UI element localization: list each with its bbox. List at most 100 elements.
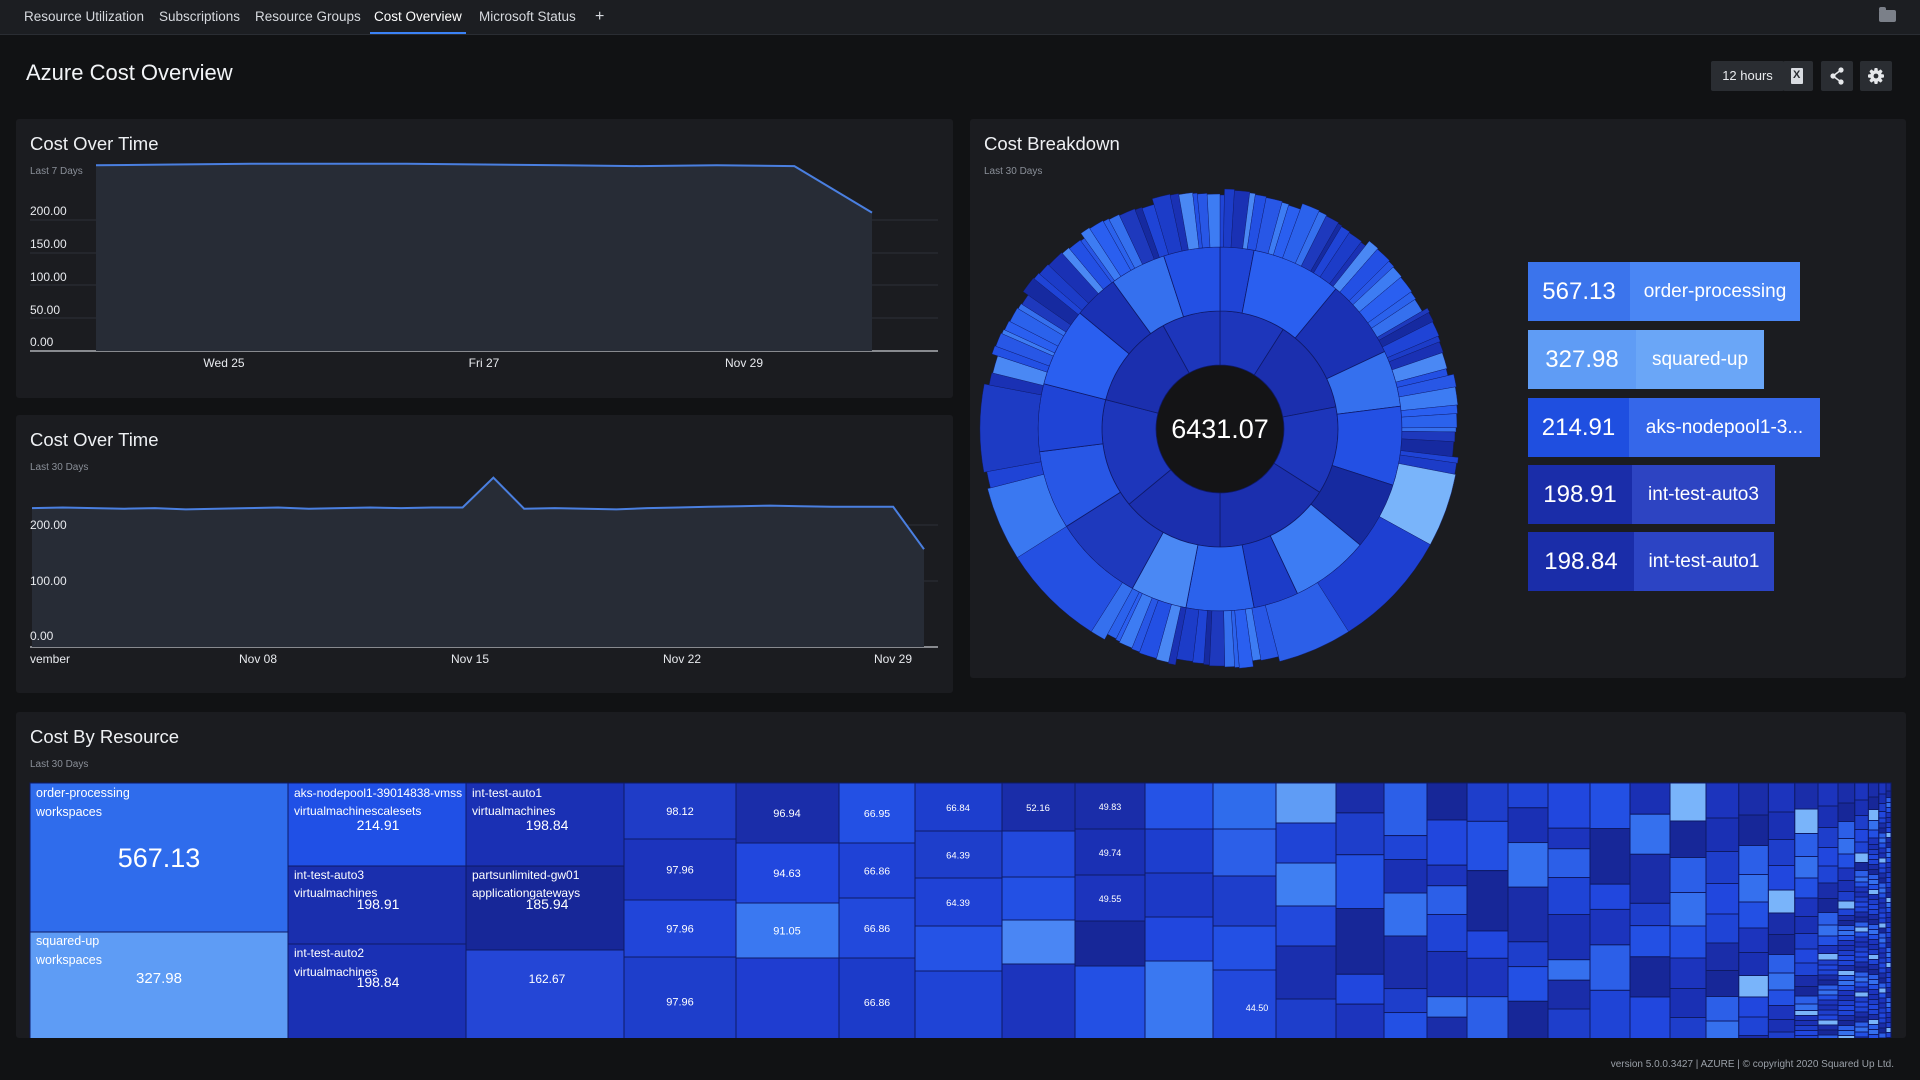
treemap-cell: [1854, 841, 1869, 854]
treemap-cell: [1878, 862, 1887, 869]
treemap-cell: [1507, 941, 1549, 968]
sunburst-segment: [1209, 610, 1225, 667]
treemap-cell: [1001, 830, 1076, 878]
treemap-cell: [1885, 907, 1892, 913]
treemap-cell: [838, 897, 916, 959]
tab-subscriptions[interactable]: Subscriptions: [159, 9, 241, 24]
settings-button[interactable]: [1860, 61, 1892, 91]
treemap-cell: [1705, 851, 1740, 884]
folder-icon[interactable]: [1879, 7, 1896, 22]
treemap-cell: [1854, 881, 1869, 888]
cost-over-time-30d-panel: Cost Over Time Last 30 Days 200.00 100.00…: [16, 415, 953, 693]
treemap-cell: [1507, 782, 1549, 809]
treemap-cell: [1867, 994, 1880, 1000]
treemap-cell: [1383, 892, 1428, 937]
treemap-cell: [1794, 808, 1819, 834]
legend-label: int-test-auto1: [1634, 532, 1774, 591]
treemap-cell: [1885, 817, 1892, 823]
treemap-cell: [1738, 975, 1769, 998]
treemap-cell: [1867, 879, 1880, 885]
treemap-cell-value: 567.13: [118, 843, 201, 873]
treemap-cell: [1817, 1029, 1839, 1036]
treemap-cell: [1794, 897, 1819, 917]
treemap-cell-value: 94.63: [773, 868, 801, 880]
treemap-cell: [1867, 909, 1880, 915]
treemap-cell-value: 327.98: [136, 970, 182, 987]
treemap-cell: [1885, 797, 1892, 803]
treemap-cell: [1794, 948, 1819, 964]
treemap-cell: [1837, 867, 1856, 881]
treemap-cell: [1867, 914, 1880, 920]
treemap-cell: [1854, 971, 1869, 978]
treemap-cell: [1629, 853, 1671, 904]
treemap-cell: [1878, 872, 1887, 879]
treemap-cell: [1867, 904, 1880, 910]
treemap-cell: [1426, 914, 1468, 952]
treemap-cell: [1878, 867, 1887, 874]
treemap-cell: [1854, 782, 1869, 801]
treemap-cell: [1854, 1006, 1869, 1013]
excel-icon: [1791, 68, 1803, 84]
treemap-cell: [1817, 945, 1839, 954]
legend-item[interactable]: 327.98 squared-up: [1528, 330, 1764, 389]
treemap-cell: [1767, 1019, 1796, 1033]
tab-resource-utilization[interactable]: Resource Utilization: [24, 9, 145, 24]
treemap-cell: [1867, 894, 1880, 900]
legend-item[interactable]: 198.91 int-test-auto3: [1528, 465, 1775, 524]
treemap-cell: [1817, 847, 1839, 867]
treemap-cell: [1669, 820, 1707, 858]
treemap-cell: [1854, 916, 1869, 923]
x-tick-label: Fri 27: [469, 356, 500, 370]
treemap-cell: [1867, 969, 1880, 975]
y-tick-label: 200.00: [30, 518, 67, 532]
legend-value: 567.13: [1528, 262, 1630, 321]
legend-value: 214.91: [1528, 398, 1629, 457]
treemap-cell: [1817, 882, 1839, 899]
tab-cost-overview[interactable]: Cost Overview: [370, 0, 466, 34]
legend-item[interactable]: 198.84 int-test-auto1: [1528, 532, 1774, 591]
treemap-cell: [1867, 1004, 1880, 1010]
treemap-cell: [1878, 917, 1887, 924]
treemap-cell: [1867, 964, 1880, 970]
treemap-cell-label: virtualmachines: [294, 965, 377, 979]
legend-item[interactable]: 214.91 aks-nodepool1-3...: [1528, 398, 1820, 457]
treemap-cell: [1854, 986, 1869, 993]
treemap-cell: [1817, 994, 1839, 1001]
treemap-cell: [1335, 973, 1385, 1005]
sunburst-total-label: 6431.07: [1171, 414, 1269, 444]
treemap-cell: [1767, 839, 1796, 866]
legend-item[interactable]: 567.13 order-processing: [1528, 262, 1800, 321]
treemap-cell: [1335, 908, 1385, 975]
treemap-cell: [1867, 989, 1880, 995]
treemap-cell: [1629, 996, 1671, 1038]
tab-microsoft-status[interactable]: Microsoft Status: [479, 9, 576, 24]
time-range-button[interactable]: 12 hours: [1711, 61, 1784, 91]
treemap-cell: [1794, 916, 1819, 934]
treemap-cell: [1885, 1012, 1892, 1018]
treemap-cell: [1885, 1017, 1892, 1023]
export-excel-button[interactable]: [1783, 61, 1813, 91]
treemap-cell: [1837, 950, 1856, 956]
treemap-cell: [1426, 996, 1468, 1018]
treemap-cell: [1705, 913, 1740, 944]
treemap-cell: [1878, 1032, 1887, 1038]
share-button[interactable]: [1821, 61, 1853, 91]
treemap-cell: [1878, 1022, 1887, 1029]
treemap-cell: [1885, 997, 1892, 1003]
treemap-cell-label: workspaces: [35, 953, 102, 967]
treemap-cell: [1878, 832, 1887, 839]
treemap-cell: [1837, 965, 1856, 971]
x-tick-label: Nov 15: [451, 652, 489, 666]
treemap-cell: [1074, 828, 1146, 876]
tab-resource-groups[interactable]: Resource Groups: [255, 9, 361, 24]
treemap-cell: [1794, 1015, 1819, 1021]
add-tab-button[interactable]: +: [595, 8, 605, 25]
treemap-cell: [1817, 969, 1839, 976]
y-tick-label: 100.00: [30, 574, 67, 588]
treemap-cell: [1854, 876, 1869, 883]
treemap-cell: [1885, 812, 1892, 818]
treemap-cell: [1669, 988, 1707, 1018]
treemap-cell: [1854, 1026, 1869, 1033]
treemap-cell: [1589, 944, 1631, 991]
treemap-cell: [1854, 931, 1869, 938]
